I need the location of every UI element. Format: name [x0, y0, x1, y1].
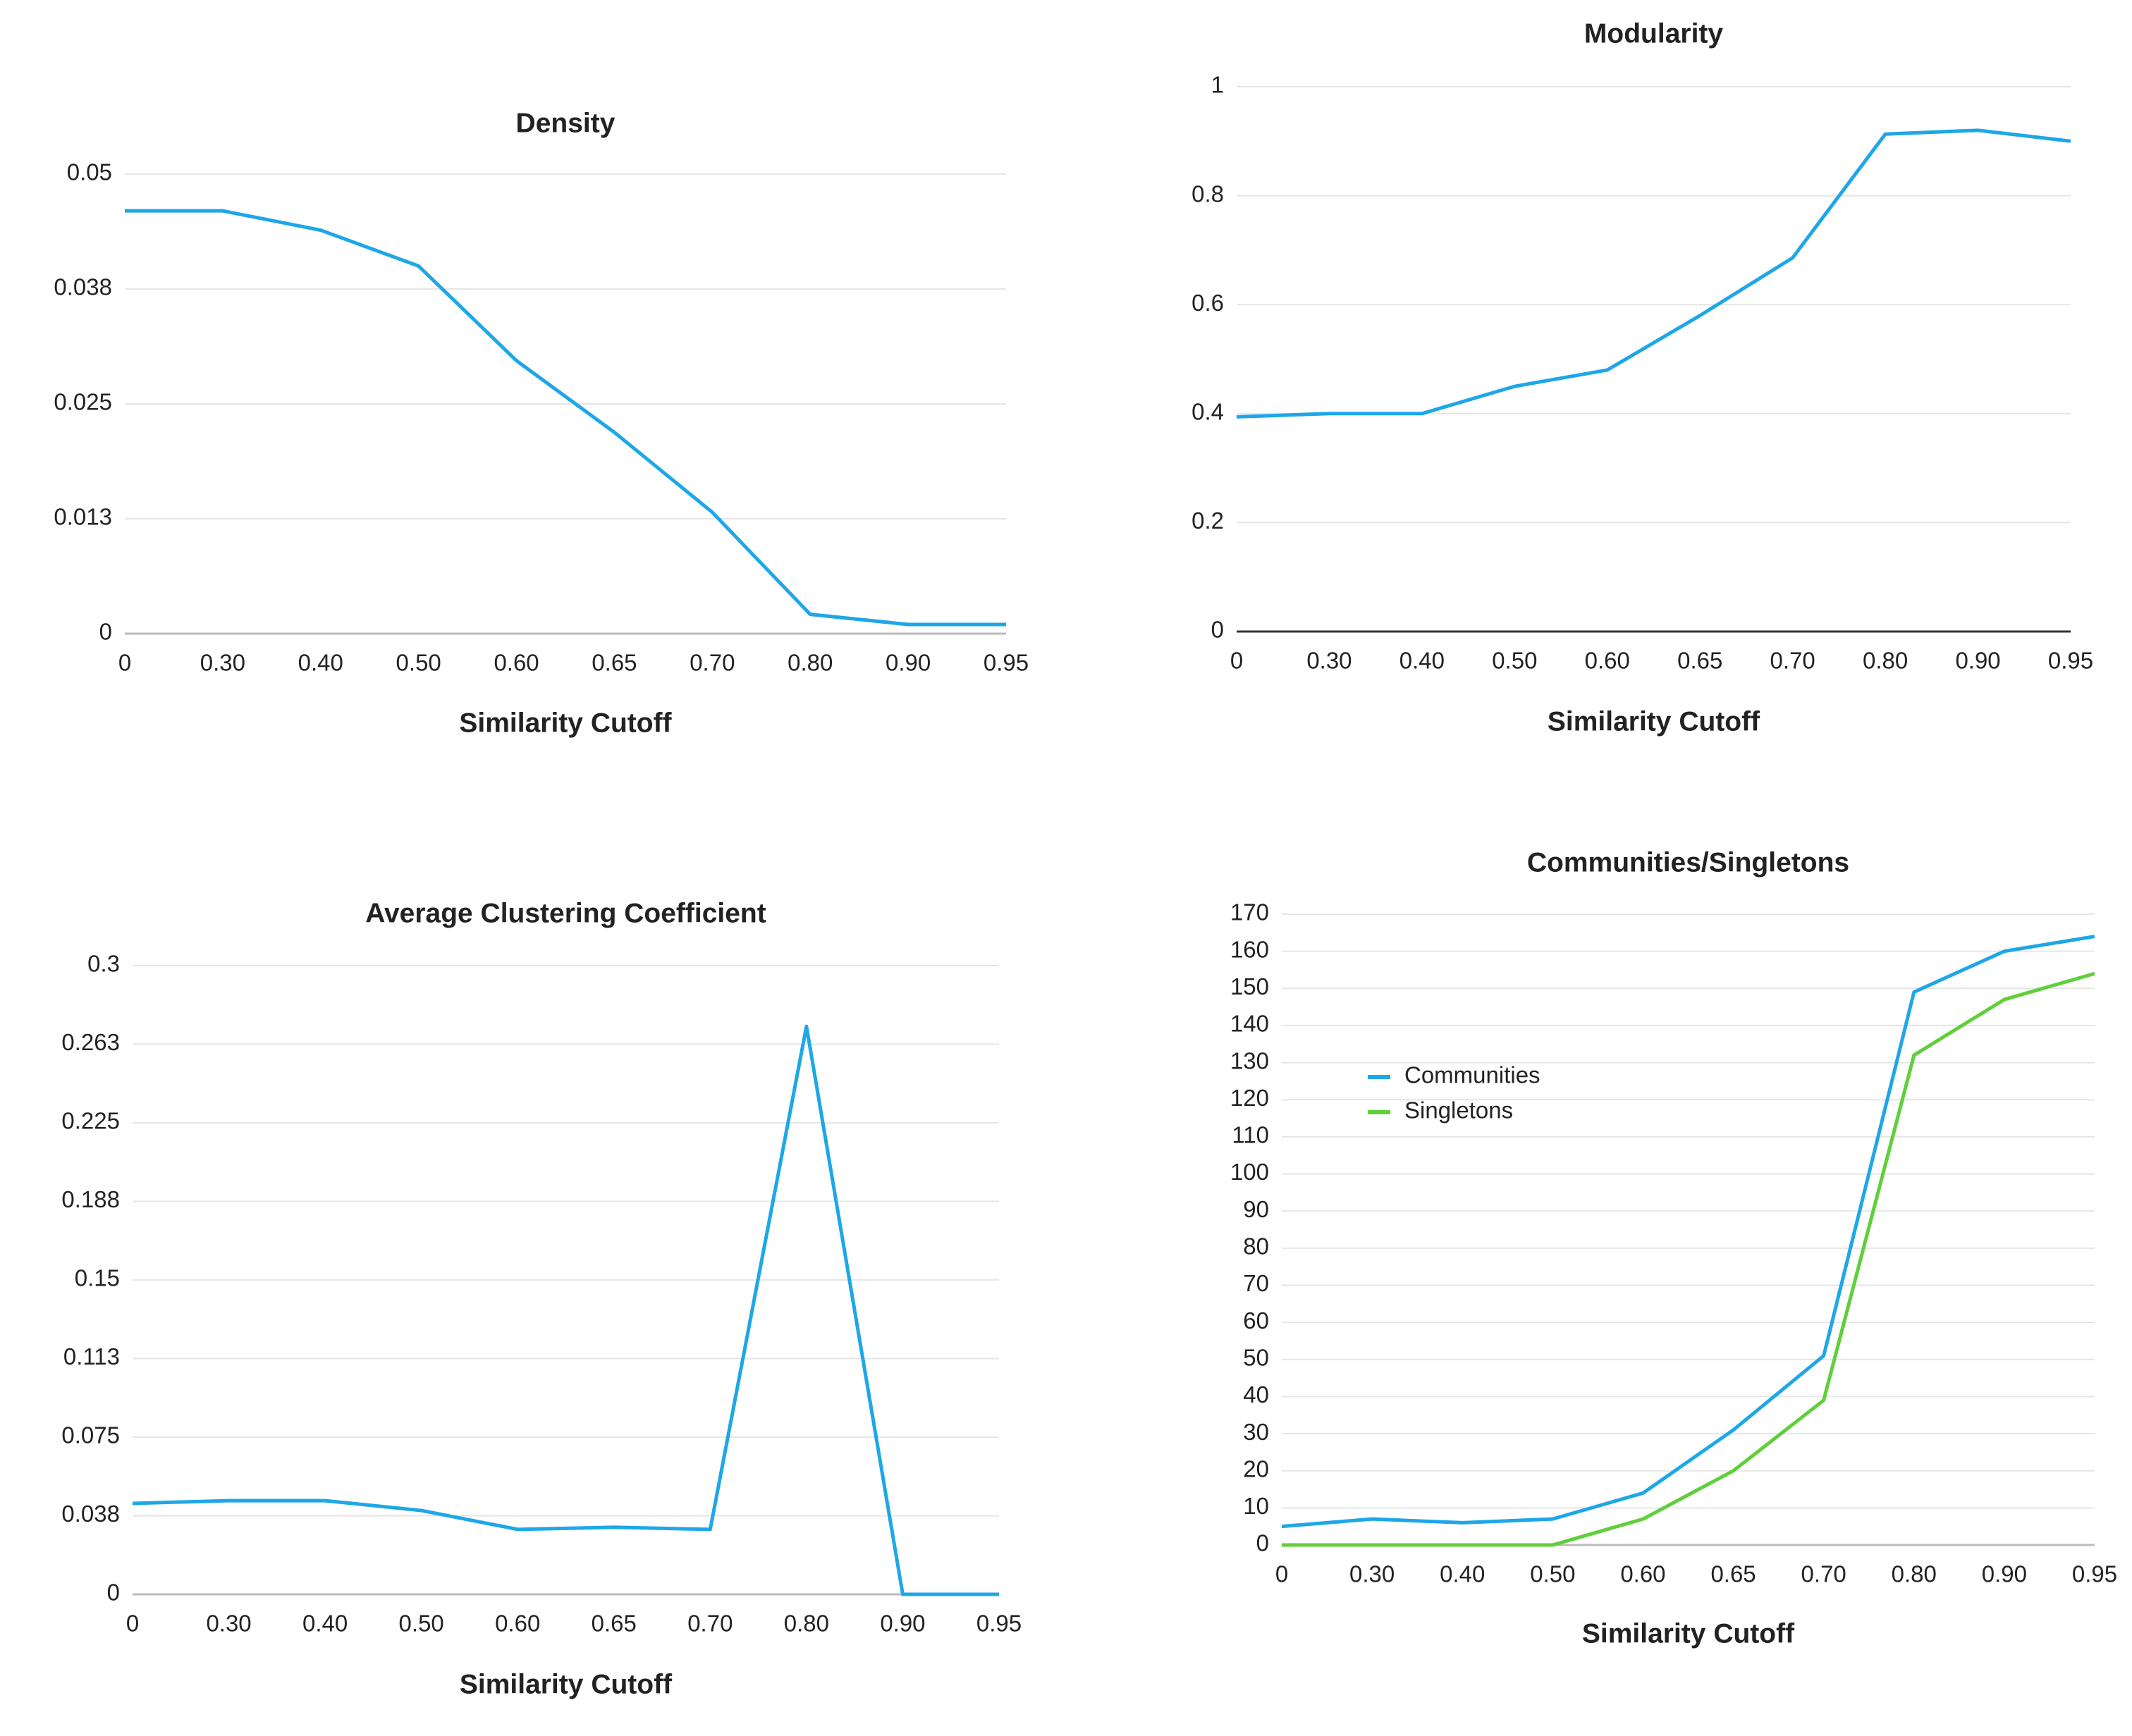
x-tick-label: 0.70 — [687, 1611, 733, 1637]
x-tick-label: 0.65 — [1710, 1561, 1756, 1587]
x-tick-label: 0.80 — [788, 650, 833, 676]
x-tick-label: 0.50 — [396, 650, 441, 676]
y-tick-label: 0.2 — [1191, 507, 1224, 534]
y-tick-label: 110 — [1232, 1122, 1269, 1148]
y-tick-label: 170 — [1230, 899, 1269, 925]
y-tick-label: 0.075 — [61, 1422, 120, 1448]
x-tick-label: 0.40 — [298, 650, 343, 676]
x-tick-label: 0.30 — [1349, 1561, 1395, 1587]
x-axis-label: Similarity Cutoff — [459, 708, 672, 738]
y-tick-label: 0.05 — [67, 159, 112, 185]
y-tick-label: 160 — [1230, 936, 1269, 962]
y-tick-label: 0.8 — [1191, 180, 1224, 207]
data-line — [125, 209, 1006, 627]
legend-label: Communities — [1404, 1062, 1540, 1088]
chart-title: Modularity — [1584, 18, 1723, 49]
x-tick-label: 0.65 — [592, 1611, 637, 1637]
x-tick-label: 0.40 — [302, 1611, 348, 1637]
data-line — [1281, 935, 2095, 1529]
x-tick-label: 0.50 — [1530, 1561, 1575, 1587]
x-tick-label: 0.50 — [1492, 648, 1537, 674]
x-tick-label: 0.40 — [1399, 648, 1445, 674]
y-tick-label: 0.4 — [1191, 399, 1224, 425]
y-tick-label: 0.113 — [63, 1343, 120, 1369]
x-tick-label: 0.95 — [976, 1611, 1022, 1637]
y-tick-label: 30 — [1243, 1419, 1269, 1445]
y-tick-label: 80 — [1243, 1233, 1269, 1260]
y-tick-label: 0 — [107, 1580, 120, 1606]
y-tick-label: 100 — [1230, 1159, 1269, 1185]
x-tick-label: 0.70 — [1770, 648, 1815, 674]
y-tick-label: 0.3 — [87, 951, 120, 977]
x-tick-label: 0 — [126, 1611, 139, 1637]
x-tick-label: 0.70 — [1801, 1561, 1846, 1587]
chart-title: Average Clustering Coefficient — [365, 898, 766, 928]
x-tick-label: 0.80 — [1863, 648, 1908, 674]
x-tick-label: 0.60 — [495, 1611, 540, 1637]
y-tick-label: 0.15 — [75, 1265, 120, 1291]
x-tick-label: 0.60 — [494, 650, 539, 676]
x-tick-label: 0.90 — [880, 1611, 925, 1637]
y-tick-label: 0.6 — [1191, 290, 1224, 316]
y-tick-label: 130 — [1230, 1047, 1269, 1073]
y-tick-label: 0.038 — [54, 274, 112, 300]
x-tick-label: 0 — [118, 650, 131, 676]
chart-title: Communities/Singletons — [1527, 847, 1849, 878]
chart-title: Density — [516, 108, 615, 138]
x-axis-label: Similarity Cutoff — [1548, 706, 1760, 737]
y-tick-label: 0.038 — [61, 1501, 120, 1527]
x-tick-label: 0.90 — [1955, 648, 2000, 674]
y-tick-label: 40 — [1243, 1381, 1269, 1408]
x-tick-label: 0.65 — [592, 650, 637, 676]
y-tick-label: 0 — [1211, 617, 1224, 643]
x-tick-label: 0.30 — [1306, 648, 1352, 674]
y-tick-label: 0.013 — [54, 504, 112, 530]
y-tick-label: 0.188 — [61, 1186, 120, 1212]
x-tick-label: 0.95 — [2048, 648, 2093, 674]
y-tick-label: 0 — [1256, 1530, 1269, 1556]
x-tick-label: 0.30 — [206, 1611, 251, 1637]
legend-label: Singletons — [1404, 1097, 1513, 1124]
y-tick-label: 0.225 — [61, 1108, 120, 1134]
y-tick-label: 70 — [1243, 1270, 1269, 1296]
x-tick-label: 0.65 — [1677, 648, 1722, 674]
y-tick-label: 1 — [1211, 72, 1224, 98]
data-line — [132, 1024, 999, 1596]
y-tick-label: 140 — [1230, 1011, 1269, 1037]
y-tick-label: 20 — [1243, 1455, 1269, 1482]
y-tick-label: 0 — [99, 619, 112, 645]
x-tick-label: 0.90 — [1982, 1561, 2027, 1587]
x-tick-label: 0.95 — [2072, 1561, 2117, 1587]
data-line — [1282, 971, 2095, 1547]
x-tick-label: 0.60 — [1585, 648, 1630, 674]
y-tick-label: 90 — [1243, 1196, 1269, 1222]
x-tick-label: 0.70 — [690, 650, 735, 676]
x-tick-label: 0.50 — [399, 1611, 444, 1637]
y-tick-label: 0.025 — [54, 389, 112, 415]
y-tick-label: 60 — [1243, 1307, 1269, 1334]
x-tick-label: 0.80 — [1892, 1561, 1937, 1587]
y-tick-label: 150 — [1230, 973, 1269, 999]
data-line — [1236, 128, 2071, 419]
x-tick-label: 0.40 — [1440, 1561, 1485, 1587]
x-tick-label: 0 — [1230, 648, 1243, 674]
y-tick-label: 50 — [1243, 1344, 1269, 1370]
x-tick-label: 0.80 — [784, 1611, 829, 1637]
y-tick-label: 120 — [1230, 1085, 1269, 1111]
x-axis-label: Similarity Cutoff — [1582, 1618, 1795, 1649]
x-axis-label: Similarity Cutoff — [460, 1669, 673, 1699]
y-tick-label: 10 — [1243, 1493, 1269, 1519]
x-tick-label: 0.95 — [984, 650, 1029, 676]
x-tick-label: 0.90 — [886, 650, 931, 676]
x-tick-label: 0 — [1275, 1561, 1288, 1587]
x-tick-label: 0.60 — [1620, 1561, 1665, 1587]
y-tick-label: 0.263 — [61, 1029, 120, 1055]
x-tick-label: 0.30 — [200, 650, 245, 676]
